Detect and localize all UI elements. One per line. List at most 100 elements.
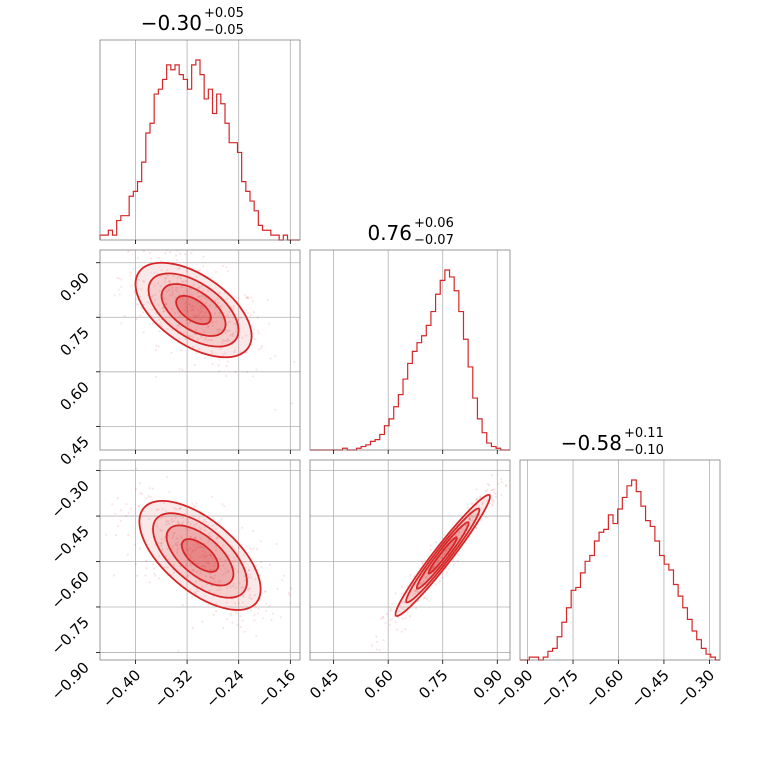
scatter-point (154, 349, 158, 352)
scatter-point (242, 594, 245, 597)
scatter-point (214, 527, 218, 530)
scatter-point (434, 583, 437, 586)
scatter-point (201, 553, 204, 557)
scatter-point (212, 568, 215, 571)
scatter-point (275, 542, 278, 546)
scatter-point (331, 691, 333, 693)
scatter-point (257, 332, 260, 335)
scatter-point (170, 547, 174, 550)
scatter-point (155, 525, 159, 528)
scatter-point (196, 315, 199, 318)
scatter-point (229, 614, 233, 617)
scatter-point (458, 531, 461, 534)
scatter-point (140, 288, 143, 291)
scatter-point (160, 529, 163, 532)
scatter-point (256, 316, 259, 319)
scatter-point (158, 330, 161, 333)
scatter-point (248, 587, 252, 590)
scatter-point (219, 588, 222, 592)
scatter-point (214, 312, 217, 315)
scatter-point (222, 564, 225, 567)
scatter-point (389, 608, 392, 611)
scatter-point (204, 551, 207, 554)
scatter-point (186, 548, 189, 552)
scatter-point (242, 585, 245, 589)
scatter-point (440, 556, 443, 559)
scatter-point (257, 348, 261, 351)
contour-level-2 (415, 521, 470, 590)
scatter-point (195, 275, 198, 278)
scatter-point (186, 309, 189, 312)
scatter-point (176, 549, 179, 552)
scatter-point (201, 549, 204, 553)
panel-frame (99, 459, 301, 661)
contour-level-0 (394, 493, 491, 617)
scatter-point (393, 615, 396, 618)
y-tick-label: −0.45 (48, 522, 93, 567)
scatter-point (234, 371, 237, 374)
contour-level-3 (175, 294, 212, 326)
scatter-point (188, 292, 191, 295)
scatter-point (234, 586, 237, 589)
scatter-point (221, 341, 224, 344)
scatter-point (182, 292, 186, 296)
scatter-point (164, 276, 167, 279)
scatter-point (274, 408, 277, 411)
scatter-point (481, 502, 484, 505)
scatter-point (201, 294, 204, 297)
scatter-point (171, 308, 174, 311)
scatter-point (464, 523, 468, 526)
scatter-point (491, 504, 494, 507)
scatter-point (176, 259, 179, 262)
scatter-point (243, 293, 246, 296)
scatter-point (445, 549, 448, 553)
scatter-point (218, 358, 221, 361)
scatter-point (413, 590, 417, 593)
x-tick-label: 0.75 (415, 666, 451, 702)
scatter-point (212, 613, 215, 616)
scatter-point (504, 485, 508, 488)
scatter-point (402, 608, 405, 611)
scatter-point (206, 298, 209, 301)
scatter-point (248, 596, 251, 599)
scatter-point (135, 317, 138, 321)
scatter-point (490, 474, 494, 477)
scatter-point (466, 506, 469, 509)
x-tick-label: −0.32 (151, 666, 196, 711)
scatter-point (400, 585, 404, 589)
scatter-point (207, 603, 210, 606)
scatter-point (175, 551, 179, 554)
param-title-lower-error: −0.05 (204, 23, 244, 38)
scatter-point (447, 567, 450, 570)
scatter-point (231, 584, 234, 588)
scatter-point (172, 532, 175, 535)
scatter-point (475, 497, 479, 500)
scatter-point (156, 282, 160, 285)
scatter-point (209, 553, 212, 556)
panel-frame (519, 459, 721, 661)
scatter-point (500, 477, 503, 481)
scatter-point (179, 326, 182, 329)
scatter-point (269, 357, 272, 360)
scatter-point (179, 313, 182, 317)
scatter-point (209, 576, 212, 579)
scatter-point (123, 314, 126, 318)
scatter-point (415, 589, 418, 592)
scatter-point (113, 294, 116, 297)
scatter-point (394, 621, 397, 624)
scatter-point (222, 573, 225, 576)
scatter-point (245, 309, 248, 312)
scatter-point (165, 302, 168, 305)
scatter-point (189, 555, 192, 558)
scatter-point (177, 649, 180, 652)
scatter-point (264, 590, 267, 593)
scatter-point (191, 336, 194, 339)
scatter-point (469, 515, 473, 518)
scatter-point (125, 502, 128, 506)
scatter-point (151, 563, 155, 566)
scatter-point (134, 562, 137, 566)
scatter-point (233, 602, 236, 605)
scatter-point (207, 562, 210, 565)
scatter-point (209, 338, 212, 342)
scatter-point (221, 265, 224, 268)
